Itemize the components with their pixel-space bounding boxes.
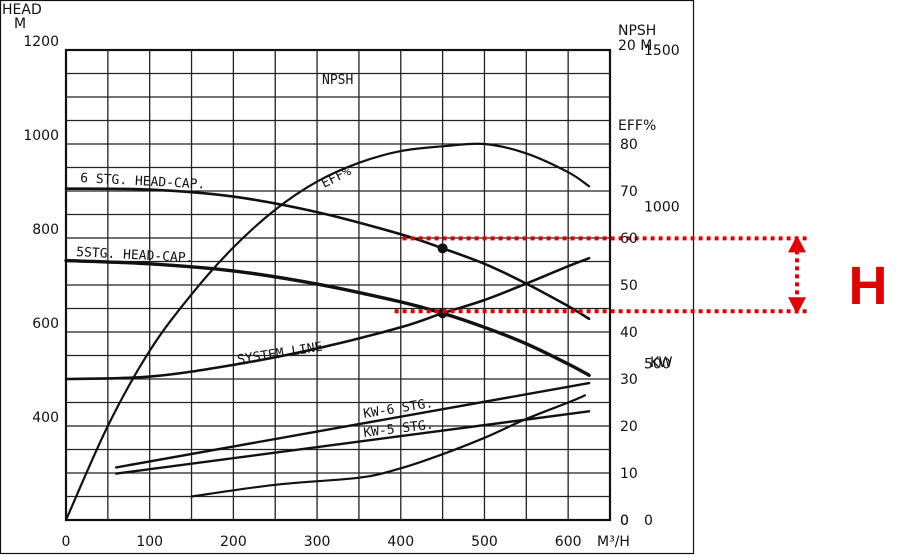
- npsh-tick-label: 0: [620, 513, 629, 529]
- head-axis-label-line1: HEAD: [2, 2, 42, 18]
- npsh-axis-label-line2: 20 M: [618, 38, 652, 54]
- series-label-5stg: 5STG. HEAD-CAP.: [76, 245, 194, 266]
- head-tick-label: 800: [32, 222, 59, 238]
- eff-tick-label: 60: [620, 231, 638, 247]
- series-label-npsh: NPSH: [322, 73, 353, 88]
- kw-tick-label: 0: [644, 513, 653, 529]
- x-tick-label: 100: [136, 534, 163, 550]
- eff-tick-label: 10: [620, 466, 638, 482]
- head-tick-label: 1000: [23, 128, 59, 144]
- chart-grid: [0, 0, 695, 555]
- x-tick-label: 300: [304, 534, 331, 550]
- x-axis-label: M³/H: [597, 534, 630, 550]
- x-tick-label: 0: [62, 534, 71, 550]
- x-tick-label: 400: [387, 534, 414, 550]
- eff-tick-label: 80: [620, 137, 638, 153]
- head-tick-label: 600: [32, 316, 59, 332]
- outer-frame: [0, 0, 695, 555]
- x-tick-label: 500: [471, 534, 498, 550]
- series-line-5: [115, 381, 591, 469]
- series-line-4: [190, 394, 586, 498]
- eff-tick-label: 20: [620, 419, 638, 435]
- series-line-2: [64, 256, 591, 381]
- h-annotation: [394, 235, 808, 315]
- eff-tick-label: 30: [620, 372, 638, 388]
- series-line-3: [64, 142, 591, 522]
- chart-labels: HEAD M NPSH 20 M EFF% KW M³/H 6 STG. HEA…: [2, 2, 888, 550]
- x-tick-label: 200: [220, 534, 247, 550]
- operating-point-0: [437, 243, 448, 254]
- head-tick-label: 400: [32, 410, 59, 426]
- eff-tick-label: 40: [620, 325, 638, 341]
- head-axis-label-line2: M: [14, 16, 26, 32]
- h-up-arrow-icon: [788, 235, 806, 253]
- series-line-6: [115, 410, 591, 475]
- npsh-axis-label-line1: NPSH: [618, 23, 656, 39]
- series-line-1: [64, 258, 591, 377]
- eff-tick-label: 50: [620, 278, 638, 294]
- eff-tick-label: 0: [620, 513, 629, 529]
- eff-axis-label: EFF%: [618, 118, 656, 134]
- x-tick-label: 600: [555, 534, 582, 550]
- series-label-system-line: SYSTEM LINE: [236, 340, 323, 368]
- kw-tick-label: 1500: [644, 43, 680, 59]
- eff-tick-label: 70: [620, 184, 638, 200]
- head-tick-label: 1200: [23, 34, 59, 50]
- kw-tick-label: 1000: [644, 200, 680, 216]
- kw-axis-label: KW: [650, 355, 673, 371]
- series-line-0: [64, 187, 591, 321]
- h-down-arrow-icon: [788, 297, 806, 315]
- h-annotation-label: H: [849, 256, 888, 316]
- series-label-6stg: 6 STG. HEAD-CAP.: [80, 171, 206, 193]
- kw-tick-label: 500: [644, 356, 671, 372]
- chart-curves: [64, 142, 591, 522]
